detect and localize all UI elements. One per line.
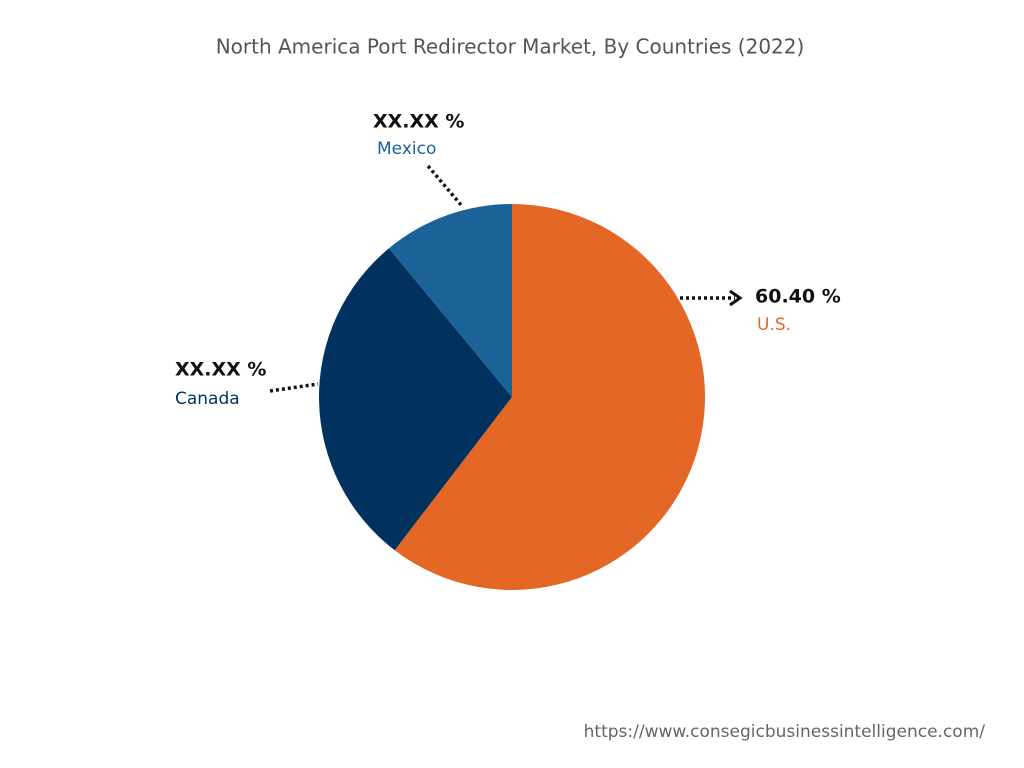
category-label: U.S. xyxy=(757,315,791,335)
data-label: XX.XX % xyxy=(175,359,266,381)
data-label: XX.XX % xyxy=(373,111,464,133)
leader-line xyxy=(426,164,464,208)
category-label: Mexico xyxy=(377,139,436,159)
pie-slice xyxy=(388,204,512,397)
pie-slice xyxy=(319,248,512,551)
pie xyxy=(319,204,705,590)
chart-title: North America Port Redirector Market, By… xyxy=(216,35,805,59)
arrow-head xyxy=(729,289,743,307)
pie-slice xyxy=(394,204,705,590)
category-label: Canada xyxy=(175,389,240,409)
source-url: https://www.consegicbusinessintelligence… xyxy=(584,722,986,742)
leader-line xyxy=(269,382,319,393)
data-label: 60.40 % xyxy=(755,286,841,308)
